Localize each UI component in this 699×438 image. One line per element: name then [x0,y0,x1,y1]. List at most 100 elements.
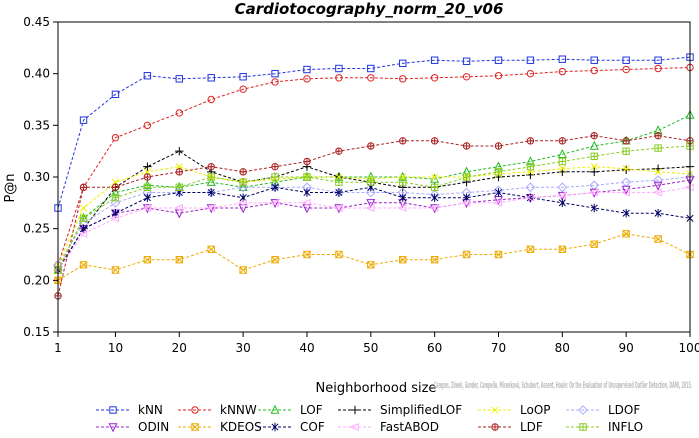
data-point [207,163,215,171]
y-axis-label: P@n [3,173,18,202]
plot-area [52,53,695,300]
data-point [590,203,598,213]
data-point [335,250,343,259]
data-point [143,72,152,80]
data-point [367,178,375,186]
legend-label: SimplifiedLOF [380,403,462,417]
legend-marker [349,423,359,431]
legend-marker [579,423,587,431]
data-point [335,178,343,186]
data-point [238,182,249,193]
data-point [494,142,503,150]
data-point [111,90,120,99]
data-point [462,173,471,181]
data-point [365,187,376,198]
data-point [431,173,439,181]
data-point [335,74,343,82]
data-point [526,56,535,64]
data-point [239,168,247,176]
data-point [558,67,567,76]
series-knn [54,53,694,212]
data-point [239,178,247,186]
data-point [271,173,279,181]
legend-marker [491,406,499,414]
data-point [399,59,407,68]
data-point [175,168,183,176]
data-point [462,73,471,81]
data-point [143,183,152,192]
series-line [57,114,691,271]
data-point [367,74,375,82]
data-point [367,261,375,269]
data-point [494,72,503,80]
data-point [654,64,662,73]
data-point [111,266,120,274]
data-point [239,73,247,81]
data-point [557,182,568,193]
legend-label: kNN [138,403,163,417]
data-point [333,204,343,212]
data-point [526,137,535,145]
series-line [57,67,691,265]
y-tick-label: 0.45 [23,15,50,29]
data-point [303,75,311,83]
data-point [654,56,662,64]
data-point [622,65,630,74]
data-point [653,175,663,186]
data-point [652,188,662,197]
data-point [622,208,630,218]
legend-item-loop: LoOP [478,403,551,417]
data-point [175,75,183,83]
data-point [110,197,121,208]
data-point [620,188,630,197]
data-point [622,230,630,238]
data-point [430,255,439,264]
series-line [57,176,691,266]
legend-label: FastABOD [380,420,439,434]
data-point [590,152,598,161]
data-point [143,162,152,171]
data-point [143,173,152,181]
data-point [654,132,662,140]
data-point [590,132,598,140]
data-point [399,255,407,264]
data-point [525,182,536,193]
data-point [654,235,662,243]
series-line [57,166,691,266]
data-point [207,188,215,197]
data-point [558,55,567,63]
data-point [590,66,598,75]
legend-item-ldf: LDF [478,420,543,434]
data-point [494,250,503,259]
y-tick-label: 0.25 [23,222,50,236]
x-tick-label: 50 [363,341,378,355]
legend-marker [270,404,280,414]
x-tick-label: 10 [108,341,123,355]
x-tick-label: 60 [427,341,442,355]
data-point [430,137,439,145]
data-point [590,240,598,248]
data-point [494,188,503,197]
data-point [653,181,663,191]
data-point [399,137,407,145]
data-point [399,178,407,186]
y-tick-label: 0.35 [23,118,50,132]
data-point [271,183,279,192]
data-point [654,208,662,218]
data-point [111,193,120,202]
x-axis-label: Neighborhood size [316,381,437,396]
data-point [526,193,534,202]
data-point [271,163,279,171]
data-point [654,168,662,176]
data-point [622,165,630,173]
data-point [590,167,599,177]
data-point [335,147,343,155]
data-point [239,266,247,274]
series-fastabod [52,183,694,274]
data-point [558,157,567,166]
data-point [494,168,503,176]
data-point [558,165,566,173]
data-point [175,146,184,156]
data-point [175,255,183,264]
data-point [206,176,216,186]
